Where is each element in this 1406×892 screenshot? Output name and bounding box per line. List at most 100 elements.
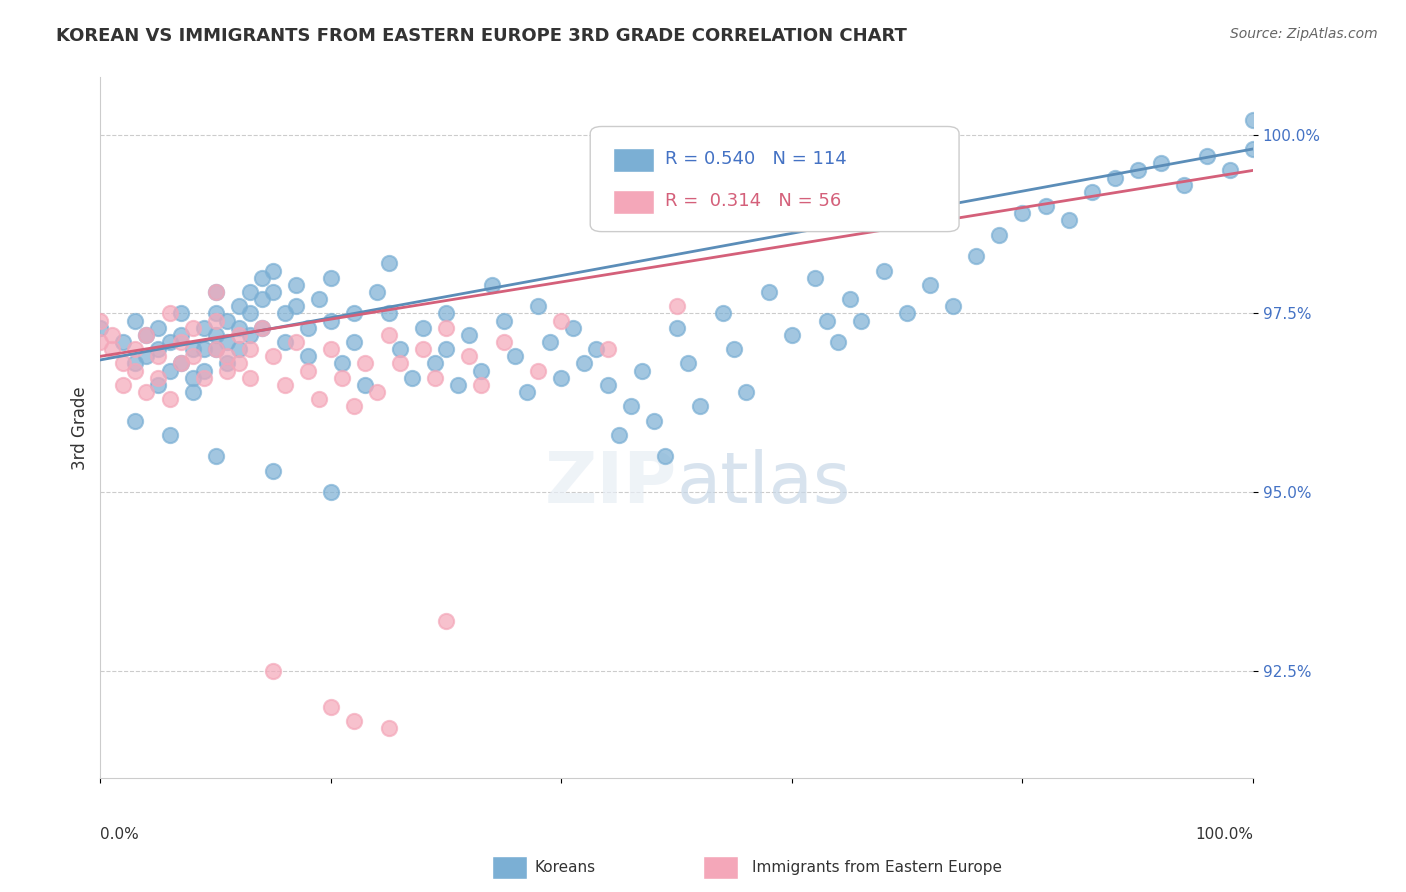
Immigrants from Eastern Europe <box>285 334 308 349</box>
Immigrants from Eastern Europe <box>458 349 481 363</box>
Text: R =  0.314   N = 56: R = 0.314 N = 56 <box>665 193 841 211</box>
Immigrants from Eastern Europe <box>434 614 457 628</box>
Koreans <box>146 320 169 334</box>
Koreans <box>181 342 204 356</box>
FancyBboxPatch shape <box>591 127 959 232</box>
Immigrants from Eastern Europe <box>262 349 284 363</box>
Koreans <box>815 313 838 327</box>
Koreans <box>723 342 745 356</box>
Text: Koreans: Koreans <box>534 861 595 875</box>
Immigrants from Eastern Europe <box>262 664 284 678</box>
Koreans <box>561 320 583 334</box>
Text: R = 0.540   N = 114: R = 0.540 N = 114 <box>665 151 846 169</box>
Immigrants from Eastern Europe <box>343 714 366 728</box>
Koreans <box>250 270 273 285</box>
Koreans <box>470 364 492 378</box>
Immigrants from Eastern Europe <box>170 334 193 349</box>
Koreans <box>920 277 942 292</box>
Immigrants from Eastern Europe <box>146 371 169 385</box>
Immigrants from Eastern Europe <box>170 356 193 370</box>
Koreans <box>181 371 204 385</box>
Koreans <box>849 313 872 327</box>
Immigrants from Eastern Europe <box>389 356 412 370</box>
Koreans <box>538 334 561 349</box>
Koreans <box>262 464 284 478</box>
Immigrants from Eastern Europe <box>159 392 181 407</box>
Koreans <box>619 400 641 414</box>
Koreans <box>159 428 181 442</box>
Koreans <box>1011 206 1033 220</box>
Immigrants from Eastern Europe <box>217 349 239 363</box>
Koreans <box>434 306 457 320</box>
Koreans <box>447 378 470 392</box>
Text: 0.0%: 0.0% <box>100 827 139 842</box>
Koreans <box>550 371 572 385</box>
Koreans <box>285 299 308 313</box>
FancyBboxPatch shape <box>613 147 654 172</box>
Koreans <box>988 227 1011 242</box>
Koreans <box>297 349 319 363</box>
Koreans <box>170 306 193 320</box>
Koreans <box>676 356 699 370</box>
Koreans <box>159 364 181 378</box>
Koreans <box>1104 170 1126 185</box>
Koreans <box>193 320 215 334</box>
Koreans <box>377 306 399 320</box>
Text: Source: ZipAtlas.com: Source: ZipAtlas.com <box>1230 27 1378 41</box>
Koreans <box>319 270 342 285</box>
Koreans <box>89 320 111 334</box>
Immigrants from Eastern Europe <box>159 306 181 320</box>
Koreans <box>204 450 226 464</box>
Koreans <box>734 385 756 400</box>
Koreans <box>319 313 342 327</box>
Koreans <box>319 485 342 500</box>
Koreans <box>1173 178 1195 192</box>
Immigrants from Eastern Europe <box>89 313 111 327</box>
Text: KOREAN VS IMMIGRANTS FROM EASTERN EUROPE 3RD GRADE CORRELATION CHART: KOREAN VS IMMIGRANTS FROM EASTERN EUROPE… <box>56 27 907 45</box>
Immigrants from Eastern Europe <box>308 392 330 407</box>
Immigrants from Eastern Europe <box>135 327 157 342</box>
Koreans <box>262 263 284 277</box>
Immigrants from Eastern Europe <box>101 342 124 356</box>
Immigrants from Eastern Europe <box>217 364 239 378</box>
Koreans <box>250 320 273 334</box>
Immigrants from Eastern Europe <box>250 320 273 334</box>
Koreans <box>354 378 377 392</box>
Koreans <box>1035 199 1057 213</box>
Koreans <box>239 327 262 342</box>
Immigrants from Eastern Europe <box>228 327 250 342</box>
Koreans <box>343 306 366 320</box>
Immigrants from Eastern Europe <box>124 364 146 378</box>
Immigrants from Eastern Europe <box>239 342 262 356</box>
Koreans <box>1080 185 1102 199</box>
Immigrants from Eastern Europe <box>228 356 250 370</box>
Koreans <box>124 313 146 327</box>
Koreans <box>262 285 284 299</box>
Koreans <box>631 364 654 378</box>
Koreans <box>217 334 239 349</box>
Koreans <box>377 256 399 270</box>
Immigrants from Eastern Europe <box>112 378 135 392</box>
Koreans <box>965 249 987 263</box>
Koreans <box>458 327 481 342</box>
Koreans <box>204 285 226 299</box>
Koreans <box>423 356 446 370</box>
Koreans <box>942 299 965 313</box>
Immigrants from Eastern Europe <box>101 327 124 342</box>
Koreans <box>492 313 515 327</box>
Immigrants from Eastern Europe <box>204 285 226 299</box>
Koreans <box>217 356 239 370</box>
Immigrants from Eastern Europe <box>470 378 492 392</box>
Immigrants from Eastern Europe <box>193 371 215 385</box>
Koreans <box>804 270 827 285</box>
Koreans <box>896 306 918 320</box>
Koreans <box>285 277 308 292</box>
Koreans <box>204 342 226 356</box>
Immigrants from Eastern Europe <box>135 385 157 400</box>
Immigrants from Eastern Europe <box>434 320 457 334</box>
Koreans <box>204 306 226 320</box>
Koreans <box>689 400 711 414</box>
Immigrants from Eastern Europe <box>412 342 434 356</box>
Koreans <box>758 285 780 299</box>
Immigrants from Eastern Europe <box>181 320 204 334</box>
